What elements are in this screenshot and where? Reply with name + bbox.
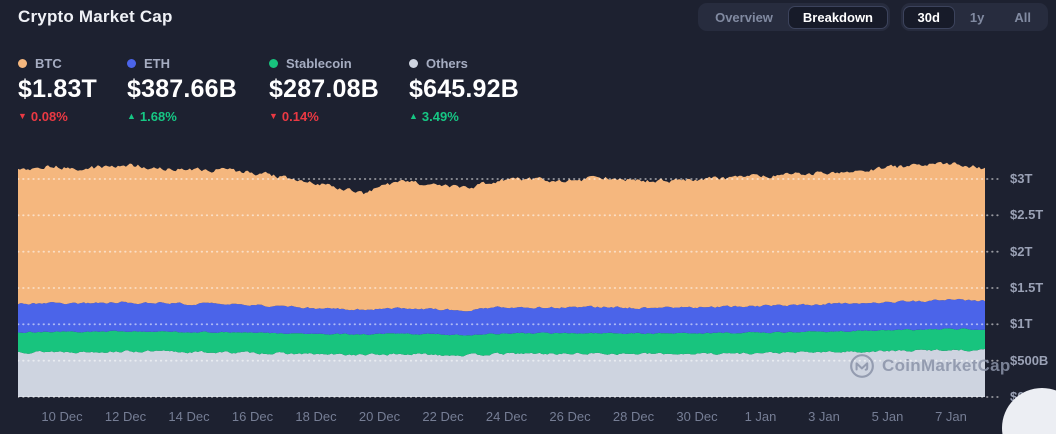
others-value: $645.92B	[409, 75, 520, 103]
tab-overview[interactable]: Overview	[700, 6, 788, 29]
x-axis-label: 14 Dec	[168, 409, 210, 424]
stablecoin-change: ▼ 0.14%	[269, 109, 319, 124]
others-change: ▲ 3.49%	[409, 109, 459, 124]
x-axis-label: 24 Dec	[485, 409, 528, 424]
stablecoin-value: $287.08B	[269, 75, 380, 103]
stablecoin-color-dot-icon	[269, 58, 278, 68]
tab-30d[interactable]: 30d	[902, 5, 955, 29]
x-axis-label: 16 Dec	[231, 409, 274, 424]
btc-color-dot-icon	[18, 58, 27, 68]
eth-value: $387.66B	[127, 75, 238, 103]
tab-breakdown[interactable]: Breakdown	[787, 5, 888, 29]
eth-label: ETH	[144, 55, 170, 71]
legend-item-eth[interactable]: ETH $387.66B ▲ 1.68%	[127, 55, 237, 124]
legend-item-others[interactable]: Others $645.92B ▲ 3.49%	[409, 55, 519, 124]
y-axis-label: $3T	[1010, 171, 1033, 186]
others-color-dot-icon	[409, 58, 418, 68]
area-band-btc	[18, 162, 985, 312]
caret-up-icon: ▲	[409, 111, 418, 121]
x-axis-label: 12 Dec	[104, 409, 147, 424]
x-axis-label: 5 Jan	[871, 409, 904, 424]
y-axis-label: $1T	[1010, 316, 1033, 332]
x-axis-label: 26 Dec	[549, 409, 591, 424]
x-axis-label: 10 Dec	[41, 409, 83, 424]
x-axis-label: 1 Jan	[744, 409, 777, 424]
page-title: Crypto Market Cap	[18, 7, 173, 26]
btc-change: ▼ 0.08%	[18, 109, 68, 124]
area-band-stablecoin	[18, 328, 985, 357]
others-label: Others	[426, 55, 468, 71]
market-cap-chart[interactable]	[18, 150, 1000, 402]
x-axis-label: 30 Dec	[676, 409, 718, 424]
area-band-eth	[18, 298, 985, 336]
x-axis-label: 20 Dec	[358, 409, 401, 424]
y-axis-label: $500B	[1010, 352, 1049, 368]
x-axis-label: 7 Jan	[935, 409, 967, 424]
tab-1y[interactable]: 1y	[955, 6, 999, 29]
btc-value: $1.83T	[18, 75, 98, 103]
eth-change: ▲ 1.68%	[127, 109, 177, 124]
caret-down-icon: ▼	[269, 111, 278, 121]
tab-all[interactable]: All	[999, 6, 1046, 29]
y-axis-label: $2T	[1010, 243, 1033, 259]
stablecoin-label: Stablecoin	[286, 55, 352, 71]
legend-item-stablecoin[interactable]: Stablecoin $287.08B ▼ 0.14%	[269, 55, 379, 124]
caret-down-icon: ▼	[18, 111, 27, 121]
x-axis-label: 22 Dec	[422, 409, 464, 424]
x-axis-label: 3 Jan	[808, 409, 840, 424]
btc-label: BTC	[35, 55, 62, 71]
x-axis-label: 18 Dec	[295, 409, 337, 424]
legend-stats: BTC $1.83T ▼ 0.08% ETH $387.66B ▲ 1.68% St…	[0, 55, 1056, 130]
y-axis-label: $1.5T	[1010, 280, 1044, 295]
area-band-others	[18, 349, 985, 397]
legend-item-btc[interactable]: BTC $1.83T ▼ 0.08%	[18, 55, 97, 124]
x-axis-label: 28 Dec	[612, 409, 655, 424]
y-axis-label: $2.5T	[1010, 207, 1044, 223]
caret-up-icon: ▲	[127, 111, 136, 121]
range-tab-group: 30d 1y All	[900, 3, 1048, 31]
view-tab-group: Overview Breakdown	[698, 3, 890, 31]
eth-color-dot-icon	[127, 58, 136, 68]
